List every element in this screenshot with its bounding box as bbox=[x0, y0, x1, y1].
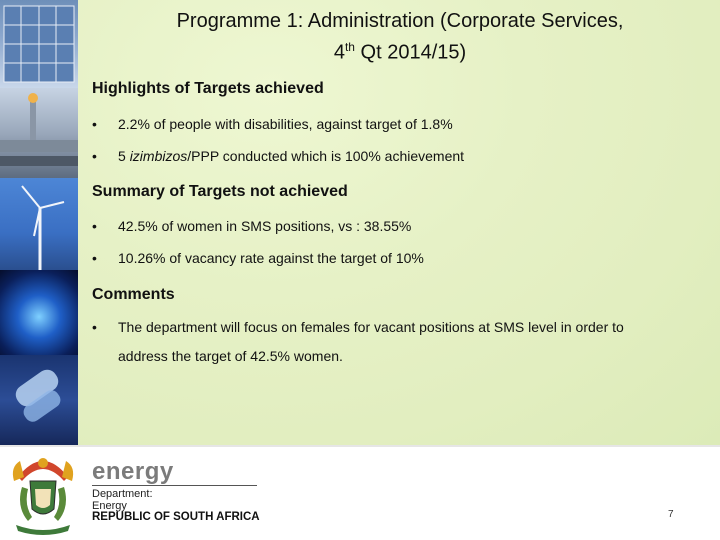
title-line-1: Programme 1: Administration (Corporate S… bbox=[176, 10, 624, 32]
solar-panel-graphic bbox=[3, 5, 75, 83]
brand-underline bbox=[92, 485, 257, 486]
gas-flame-image bbox=[0, 270, 78, 355]
bullet-text-continued: address the target of 42.5% women. bbox=[118, 348, 343, 364]
wind-turbine-graphic bbox=[21, 185, 65, 270]
bullet-text-italic: izimbizos bbox=[129, 148, 188, 164]
department-label: Department: bbox=[92, 488, 153, 500]
content-background bbox=[78, 0, 720, 445]
page-number: 7 bbox=[668, 509, 674, 520]
brand-wordmark: energy bbox=[92, 458, 174, 485]
bullet-dot: • bbox=[92, 319, 97, 335]
footer bbox=[0, 445, 720, 540]
solar-panel-image bbox=[0, 0, 78, 88]
energy-image-strip bbox=[0, 0, 78, 445]
bullet-text: 2.2% of people with disabilities, agains… bbox=[118, 116, 453, 132]
title-line-2-pre: 4 bbox=[333, 41, 345, 64]
department-name: Energy bbox=[92, 500, 127, 512]
section-heading-comments: Comments bbox=[92, 286, 175, 303]
bullet-text: The department will focus on females for… bbox=[118, 319, 624, 335]
title-line-2-post: Qt 2014/15) bbox=[354, 41, 467, 64]
bulb-graphic bbox=[15, 369, 61, 422]
bullet-text-rest: /PPP conducted which is 100% achievement bbox=[187, 148, 465, 164]
pipeline-image bbox=[0, 88, 78, 178]
title-line-2-sup: th bbox=[344, 40, 355, 54]
country-name: REPUBLIC OF SOUTH AFRICA bbox=[92, 511, 260, 523]
bullet-dot: • bbox=[92, 116, 97, 132]
wind-turbine-image bbox=[0, 178, 78, 270]
energy-bulb-image bbox=[0, 355, 78, 445]
section-heading-not-achieved: Summary of Targets not achieved bbox=[92, 183, 348, 200]
coat-of-arms-logo bbox=[12, 458, 74, 535]
pipeline-graphic bbox=[0, 93, 78, 166]
bullet-text: 5 izimbizos/PPP conducted which is 100% … bbox=[118, 148, 464, 164]
bullet-dot: • bbox=[92, 218, 97, 234]
bullet-text: 10.26% of vacancy rate against the targe… bbox=[118, 250, 424, 266]
bullet-text: 42.5% of women in SMS positions, vs : 38… bbox=[118, 218, 412, 234]
bullet-dot: • bbox=[92, 148, 97, 164]
slide-title: Programme 1: Administration (Corporate S… bbox=[90, 8, 710, 66]
footer-divider bbox=[0, 445, 720, 447]
bullet-text-lead: 5 bbox=[118, 148, 130, 164]
bullet-dot: • bbox=[92, 250, 97, 266]
section-heading-highlights: Highlights of Targets achieved bbox=[92, 80, 324, 97]
